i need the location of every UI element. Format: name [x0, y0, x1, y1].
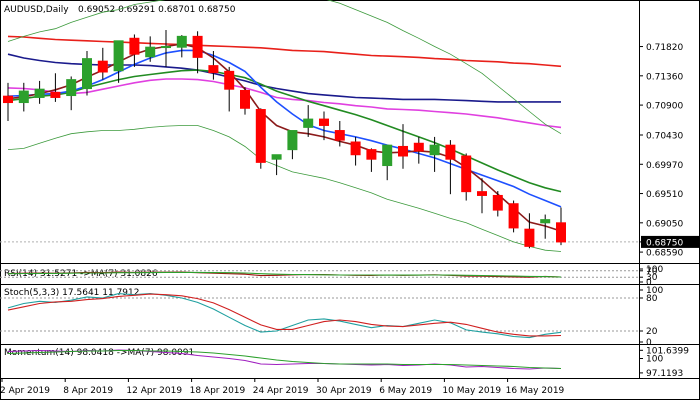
indicator-tick-label: 20 [646, 327, 658, 337]
price-tick-label: 0.71360 [646, 72, 683, 82]
time-tick-label: 16 May 2019 [506, 386, 565, 396]
indicator-series-line [7, 271, 562, 278]
candle-body [287, 130, 298, 151]
candle-body [413, 142, 424, 152]
indicator-tick-label: 100 [646, 286, 663, 296]
current-price-label: 0.68750 [646, 238, 683, 248]
candle-body [208, 65, 219, 74]
candle-body [319, 118, 329, 126]
indicator-series-line [7, 293, 562, 339]
candle-body [556, 222, 566, 243]
moving-average-line [7, 78, 562, 129]
candle-body [3, 95, 13, 104]
candle-body [176, 35, 187, 48]
candle-body [398, 145, 408, 157]
candle-body [429, 144, 440, 156]
symbol-title: AUDUSD,Daily [4, 5, 69, 15]
indicator-lines [7, 271, 562, 370]
candle-body [524, 228, 535, 247]
momentum-title: Momentum(14) 98.0418 ->MA(7) 98.0091 [4, 348, 194, 358]
candle-body [477, 191, 487, 196]
candle-body [382, 144, 393, 167]
price-tick-label: 0.69970 [646, 161, 683, 171]
candle-body [303, 118, 314, 128]
candle-body [240, 89, 250, 109]
price-tick-label: 0.71820 [646, 43, 683, 53]
candle-body [492, 194, 503, 211]
candle-body [366, 149, 377, 160]
stoch-title: Stoch(5,3,3) 17.5641 11.7912 [4, 288, 139, 298]
indicator-tick-label: 30 [646, 273, 658, 283]
ohlc-readout: 0.69052 0.69291 0.68701 0.68750 [78, 5, 236, 15]
indicator-series-line [7, 293, 562, 337]
indicator-tick-label: 70 [646, 267, 658, 277]
candle-body [113, 40, 124, 72]
indicator-tick-label: 100 [646, 265, 663, 275]
gridlines [0, 241, 639, 332]
candle-body [66, 79, 77, 97]
current-price-tag [641, 235, 699, 248]
price-tick-label: 0.70430 [646, 132, 683, 142]
indicator-tick-label: 0 [646, 278, 652, 288]
time-tick-label: 24 Apr 2019 [253, 386, 309, 396]
candle-body [334, 130, 345, 141]
candle-body [18, 90, 29, 104]
price-tick-label: 0.69510 [646, 190, 683, 200]
candle-body [145, 46, 156, 58]
candle-body [82, 58, 92, 90]
time-tick-label: 10 May 2019 [442, 386, 501, 396]
candle-body [34, 88, 45, 98]
time-tick-label: 30 Apr 2019 [316, 386, 372, 396]
time-tick-label: 12 Apr 2019 [126, 386, 182, 396]
price-tick-label: 0.69050 [646, 219, 683, 229]
price-axis: 0.71820 0.71360 0.70900 0.70430 0.69970 0.695… [639, 43, 699, 379]
candle-body [50, 91, 61, 98]
candle-body [224, 70, 235, 90]
indicator-tick-label: 80 [646, 294, 658, 304]
indicator-series-line [7, 349, 562, 370]
time-tick-label: 18 Apr 2019 [190, 386, 246, 396]
candle-body [97, 60, 108, 73]
candle-body [508, 203, 519, 229]
candle-body [350, 141, 361, 156]
candle-body [161, 46, 171, 49]
indicator-tick-label: 97.1193 [646, 369, 683, 379]
candle-body [271, 154, 282, 160]
indicator-tick-label: 100 [646, 355, 663, 365]
candlesticks [3, 30, 566, 249]
price-tick-label: 0.68590 [646, 249, 683, 259]
price-tick-label: 0.70900 [646, 102, 683, 112]
candle-body [255, 109, 266, 163]
time-tick-label: 6 May 2019 [379, 386, 432, 396]
candle-body [129, 37, 140, 55]
moving-average-line [7, 0, 562, 135]
moving-average-lines [7, 0, 562, 252]
indicator-tick-label: 0 [646, 338, 652, 348]
time-axis: 2 Apr 2019 8 Apr 2019 12 Apr 2019 18 Apr 20… [0, 378, 565, 396]
rsi-title: RSI(14) 31.5271 ->MA(7) 31.0826 [4, 269, 158, 279]
candle-body [192, 35, 203, 58]
candle-body [445, 144, 456, 160]
candle-body [540, 219, 551, 224]
time-tick-label: 8 Apr 2019 [63, 386, 113, 396]
moving-average-line [7, 125, 562, 252]
candle-body [461, 155, 472, 193]
indicator-tick-label: 101.6399 [646, 346, 689, 356]
time-tick-label: 2 Apr 2019 [0, 386, 50, 396]
moving-average-line [7, 35, 562, 68]
